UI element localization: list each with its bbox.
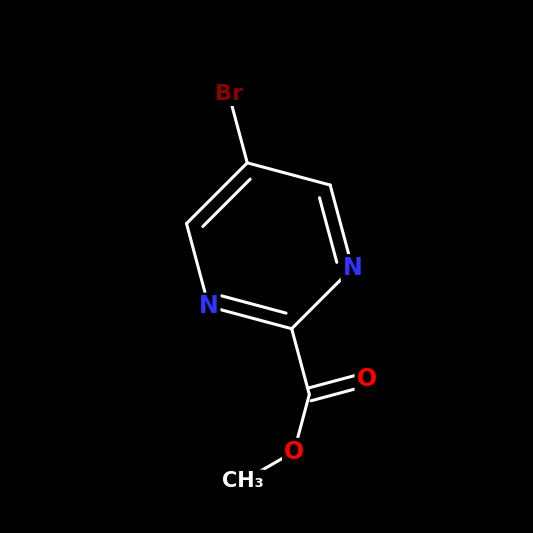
Text: O: O: [284, 440, 304, 464]
Text: N: N: [199, 295, 219, 319]
Text: Br: Br: [215, 84, 243, 104]
Text: CH₃: CH₃: [222, 471, 264, 491]
Text: O: O: [357, 367, 377, 391]
Text: N: N: [343, 256, 362, 280]
